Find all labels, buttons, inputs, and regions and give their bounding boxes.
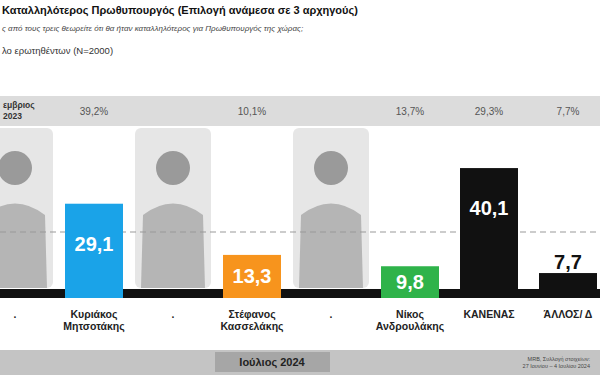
category-label-part: ΆΛΛΟΣ/ Δ bbox=[544, 308, 593, 320]
photos bbox=[0, 128, 369, 288]
bar bbox=[65, 204, 123, 298]
data-labels: 29,1 13,3 9,8 40,1 7,7 bbox=[75, 197, 582, 293]
category-label-part: Ανδρουλάκης bbox=[376, 320, 445, 333]
photo bbox=[0, 128, 53, 288]
photo-body bbox=[0, 204, 47, 289]
category-label-part: Κασσελάκης bbox=[220, 320, 284, 333]
chart: Καταλληλότερος Πρωθυπουργός (Επιλογή ανά… bbox=[0, 0, 600, 375]
series-name: Ιούλιος 2024 bbox=[239, 356, 305, 369]
comparison-value: 39,2% bbox=[80, 106, 108, 117]
data-label: 40,1 bbox=[470, 197, 509, 219]
subtitle: ς από τους τρεις θεωρείτε ότι θα ήταν κα… bbox=[2, 24, 303, 33]
category-label-part: ΚΑΝΕΝΑΣ bbox=[463, 308, 514, 320]
category-label: . bbox=[172, 308, 175, 320]
source: MRB, Συλλογή στοιχείων: bbox=[528, 356, 591, 362]
comparison-name-part: εμβριος bbox=[3, 100, 35, 110]
category-label: ΚΑΝΕΝΑΣ bbox=[463, 308, 514, 320]
data-label: 9,8 bbox=[396, 271, 424, 293]
photo bbox=[135, 128, 211, 288]
category-label-part: . bbox=[330, 308, 333, 320]
bar bbox=[381, 266, 439, 298]
comparison-band bbox=[0, 96, 600, 126]
data-label: 7,7 bbox=[554, 251, 582, 273]
bar bbox=[223, 255, 281, 298]
category-label: ΚυριάκοςΜητσοτάκης bbox=[63, 308, 125, 333]
category-label: ΝίκοςΑνδρουλάκης bbox=[376, 308, 445, 333]
category-label-part: . bbox=[14, 308, 17, 320]
bars bbox=[65, 168, 597, 298]
comparison-value: 29,3% bbox=[475, 106, 503, 117]
photo-head bbox=[0, 151, 32, 185]
period-box bbox=[215, 352, 330, 372]
base-note: λο ερωτηθέντων (N=2000) bbox=[2, 45, 113, 56]
comparison-name-part: 2023 bbox=[3, 111, 22, 121]
photo bbox=[293, 128, 369, 288]
comparison-value: 7,7% bbox=[557, 106, 580, 117]
photo-body bbox=[299, 204, 363, 289]
source: 27 Ιουνίου – 4 Ιουλίου 2024 bbox=[523, 363, 590, 369]
comparison-value: 10,1% bbox=[238, 106, 266, 117]
bar bbox=[539, 273, 597, 298]
photo-head bbox=[314, 151, 348, 185]
title: Καταλληλότερος Πρωθυπουργός (Επιλογή ανά… bbox=[2, 4, 358, 17]
comparison-name: εμβριος2023 bbox=[3, 100, 35, 121]
category-label: ΆΛΛΟΣ/ Δ bbox=[544, 308, 593, 320]
data-label: 29,1 bbox=[75, 233, 114, 255]
bar bbox=[460, 168, 518, 298]
category-label: . bbox=[14, 308, 17, 320]
photo-head bbox=[156, 151, 190, 185]
category-label: . bbox=[330, 308, 333, 320]
bottom-band bbox=[0, 350, 600, 375]
photo-body bbox=[141, 204, 205, 289]
data-label: 13,3 bbox=[233, 265, 272, 287]
comparison-value: 13,7% bbox=[396, 106, 424, 117]
category-label: ΣτέφανοςΚασσελάκης bbox=[220, 308, 284, 333]
category-label-part: Μητσοτάκης bbox=[63, 320, 125, 333]
category-label-part: . bbox=[172, 308, 175, 320]
